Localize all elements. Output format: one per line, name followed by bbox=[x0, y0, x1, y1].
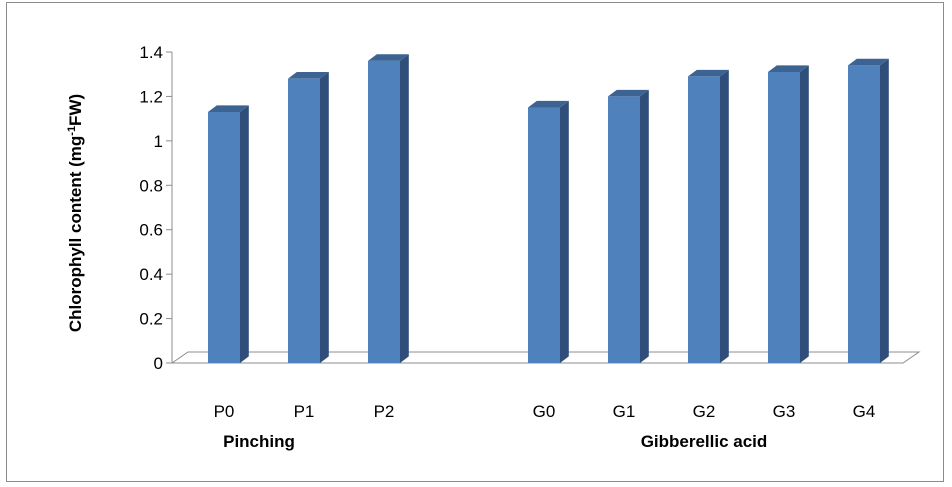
bar-side bbox=[640, 89, 649, 363]
bar-side bbox=[880, 58, 889, 363]
x-tick-label: P2 bbox=[374, 402, 395, 421]
labels: P0 P1 P2 Pinching G0 G1 G2 G3 G4 Gibberellic acid bbox=[214, 402, 876, 451]
group-label: Pinching bbox=[223, 432, 295, 451]
x-tick-label: G4 bbox=[853, 402, 876, 421]
x-tick-label: P0 bbox=[214, 402, 235, 421]
bar-top bbox=[528, 100, 569, 108]
bar-g2 bbox=[688, 76, 720, 363]
x-tick-label: P1 bbox=[294, 402, 315, 421]
bar-top bbox=[208, 105, 249, 112]
y-axis: 0 0.2 0.4 0.6 0.8 1 1.2 1.4 bbox=[139, 43, 173, 373]
y-tick-label: 1 bbox=[154, 132, 163, 151]
bar-top bbox=[688, 69, 729, 77]
bars bbox=[208, 54, 889, 364]
y-axis-label: Chlorophyll content (mg-1FW) bbox=[66, 94, 85, 332]
bar-chart: 0 0.2 0.4 0.6 0.8 1 1.2 1.4 P0 P1 P2 Pinching G0 G1 G… bbox=[66, 43, 921, 451]
x-tick-label: G2 bbox=[693, 402, 716, 421]
bar-side bbox=[560, 100, 569, 363]
chart-floor bbox=[170, 351, 921, 364]
y-tick-label: 0.4 bbox=[139, 265, 163, 284]
bar-side bbox=[800, 65, 809, 363]
bar-p1 bbox=[288, 78, 320, 364]
bar-side bbox=[400, 54, 409, 364]
bar-top bbox=[608, 89, 649, 97]
bar-p2 bbox=[368, 60, 400, 364]
x-tick-label: G3 bbox=[773, 402, 796, 421]
bar-top bbox=[848, 58, 889, 66]
bar-top bbox=[288, 72, 329, 79]
floor-outline bbox=[170, 351, 921, 364]
group-label: Gibberellic acid bbox=[641, 432, 768, 451]
bar-g3 bbox=[768, 71, 800, 363]
y-tick-label: 0.2 bbox=[139, 310, 163, 329]
x-tick-label: G0 bbox=[533, 402, 556, 421]
chart-frame: 0 0.2 0.4 0.6 0.8 1 1.2 1.4 P0 P1 P2 Pinching G0 G1 G… bbox=[6, 2, 944, 482]
y-tick-label: 1.4 bbox=[139, 43, 163, 62]
bar-top bbox=[768, 65, 809, 72]
y-tick-label: 1.2 bbox=[139, 87, 163, 106]
bar-g1 bbox=[608, 96, 640, 363]
bar-side bbox=[240, 105, 249, 363]
x-tick-label: G1 bbox=[613, 402, 636, 421]
bar-g0 bbox=[528, 107, 560, 364]
bar-top bbox=[368, 54, 409, 61]
y-tick-label: 0.6 bbox=[139, 221, 163, 240]
y-tick-label: 0 bbox=[154, 354, 163, 373]
bar-p0 bbox=[208, 111, 240, 363]
y-tick-label: 0.8 bbox=[139, 176, 163, 195]
bar-side bbox=[720, 69, 729, 363]
bar-side bbox=[320, 72, 329, 364]
bar-g4 bbox=[848, 65, 880, 364]
